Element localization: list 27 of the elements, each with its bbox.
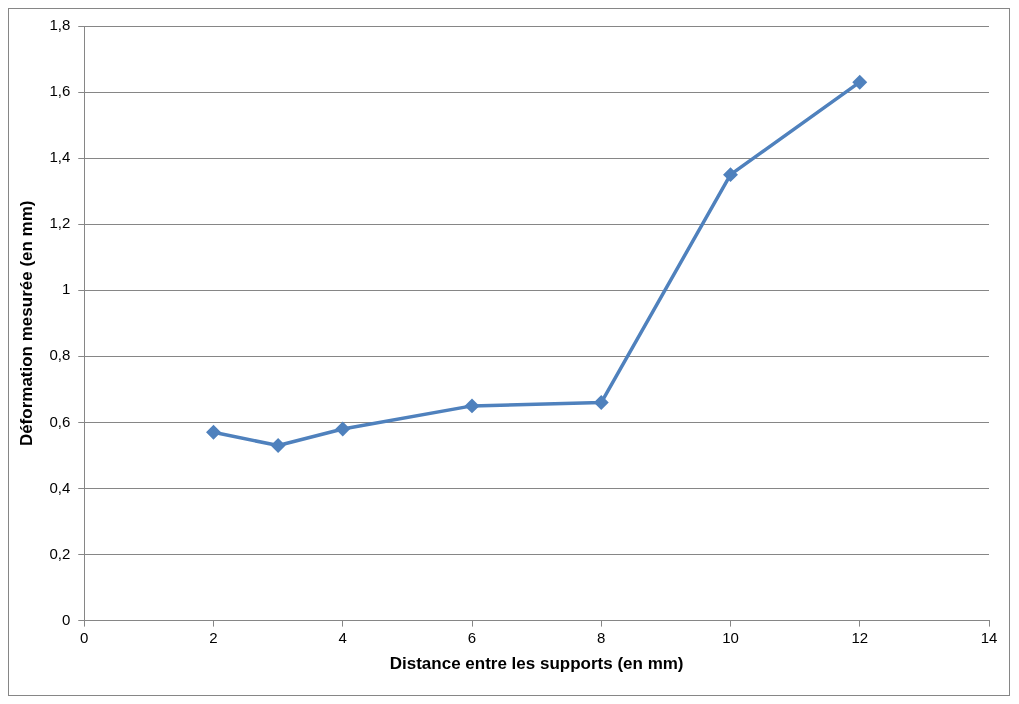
x-tick-label: 0	[80, 628, 89, 646]
y-tick-label: 1,6	[49, 82, 71, 100]
y-tick-label: 0,2	[49, 544, 71, 562]
x-tick-label: 6	[467, 628, 477, 646]
point	[465, 399, 479, 413]
y-tick-label: 1,8	[49, 16, 71, 34]
x-tick-label: 12	[851, 628, 869, 646]
x-tick-label: 2	[209, 628, 218, 646]
point	[723, 167, 738, 182]
point	[594, 395, 608, 410]
point	[336, 422, 350, 436]
x-tick-label: 4	[338, 628, 347, 646]
x-tick-label: 14	[980, 628, 998, 646]
x-tick-label: 10	[722, 628, 739, 646]
y-tick-label: 0,4	[49, 478, 71, 496]
point	[853, 75, 867, 89]
point	[206, 425, 221, 440]
y-tick-label: 1,4	[49, 148, 71, 166]
y-axis-title: Déformation mesurée (en mm)	[16, 200, 36, 447]
y-tick-label: 1,2	[49, 214, 71, 232]
x-tick-label: 8	[597, 628, 606, 646]
y-tick-label: 1	[61, 280, 71, 298]
y-tick-label: 0,6	[49, 412, 71, 430]
point	[271, 438, 285, 453]
y-tick-label: 0	[61, 610, 71, 628]
y-tick-label: 0,8	[49, 346, 71, 364]
x-axis-title: Distance entre les supports (en mm)	[389, 654, 684, 674]
